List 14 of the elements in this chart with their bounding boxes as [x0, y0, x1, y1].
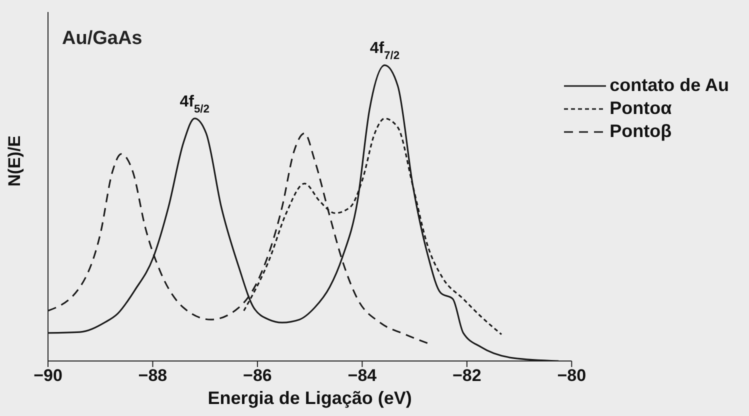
annotation: 4f$_{7/2}$	[370, 40, 400, 62]
legend-label: Pontoα	[610, 98, 672, 119]
x-tick-label: −88	[138, 366, 168, 386]
x-axis-title: Energia de Ligação (eV)	[208, 388, 412, 408]
legend-label: contato de Au	[610, 75, 729, 96]
x-tick-label: −84	[348, 366, 378, 386]
x-tick-label: −80	[557, 366, 586, 386]
x-tick-label: −86	[243, 366, 272, 386]
annotation: 4f$_{5/2}$	[180, 93, 210, 116]
x-tick-label: −82	[452, 366, 482, 386]
y-axis-title: N(E)/E	[5, 136, 24, 186]
x-tick-label: −90	[34, 366, 62, 386]
text: Au/GaAs	[62, 28, 142, 50]
legend-label: Pontoβ	[610, 121, 672, 142]
